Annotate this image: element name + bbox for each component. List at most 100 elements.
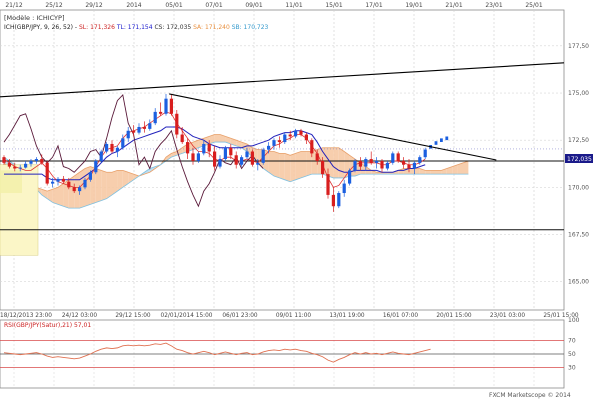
legend-entry: SB: 170,723 <box>232 24 269 31</box>
cloud-segment <box>446 166 453 175</box>
projection-mark <box>434 141 438 145</box>
candle-body <box>105 143 109 152</box>
candle-body <box>7 162 11 167</box>
cloud-segment <box>430 170 436 175</box>
legend-entry: ICH(GBP/JPY, 9, 26, 52) - <box>4 24 79 31</box>
candle-body <box>402 160 406 165</box>
bottom-tick-label: 13/01 19:00 <box>329 313 365 319</box>
candle-body <box>207 143 211 152</box>
projection-mark <box>445 136 449 141</box>
candle-body <box>304 134 308 141</box>
candle-body <box>137 126 141 133</box>
candle-body <box>391 153 395 163</box>
bottom-tick-label: 20/01 15:00 <box>436 313 472 319</box>
cloud-segment <box>225 136 231 144</box>
top-tick-label: 19/01 <box>405 2 422 9</box>
y-tick-label: 172,50 <box>568 137 589 144</box>
highlight-box <box>0 164 39 256</box>
top-tick-label: 05/01 <box>165 2 182 9</box>
cloud-segment <box>306 151 312 177</box>
y-tick-label: 170,00 <box>568 184 589 191</box>
trendline[interactable] <box>0 62 565 98</box>
cloud-segment <box>209 134 215 144</box>
top-tick-label: 29/12 <box>85 2 102 9</box>
top-tick-label: 11/01 <box>285 2 302 9</box>
candle-body <box>418 157 422 163</box>
legend-entry: SA: 171,240 <box>193 24 232 31</box>
candle-body <box>245 151 249 158</box>
cloud-segment <box>52 187 58 205</box>
cloud-segment <box>376 172 382 175</box>
current-price-tag <box>565 154 593 163</box>
candle-body <box>267 145 271 150</box>
candle-body <box>331 194 335 207</box>
candle-body <box>277 140 281 143</box>
candle-body <box>326 174 330 195</box>
cloud-segment <box>74 172 80 209</box>
bottom-tick-label: 06/01 23:00 <box>222 313 258 319</box>
cloud-segment <box>409 168 415 175</box>
y-tick-label: 165,00 <box>568 279 589 286</box>
candle-body <box>229 147 233 156</box>
candle-body <box>256 162 260 165</box>
cloud-segment <box>425 170 431 175</box>
y-tick-label: 167,50 <box>568 232 589 239</box>
top-tick-label: 21/01 <box>445 2 462 9</box>
candle-body <box>51 181 55 184</box>
candle-body <box>385 162 389 169</box>
legend-entry: CS: 172,035 <box>154 24 193 31</box>
candle-body <box>213 151 217 167</box>
rsi-series <box>0 340 564 368</box>
candle-body <box>196 153 200 161</box>
candle-body <box>234 155 238 165</box>
candle-body <box>310 140 314 154</box>
candle-body <box>299 130 303 135</box>
cloud-segment <box>279 153 285 180</box>
instrument-label: [Modèle : ICHICYP] <box>4 14 64 22</box>
y-tick-label: 177,50 <box>568 43 589 50</box>
cloud-segment <box>41 189 48 199</box>
candle-body <box>164 98 168 114</box>
candlestick-series <box>2 93 449 212</box>
candle-body <box>369 159 373 163</box>
cloud-segment <box>338 147 345 178</box>
candle-body <box>191 153 195 161</box>
bottom-tick-label: 02/01/2014 15:00 <box>161 313 213 319</box>
top-tick-label: 09/01 <box>245 2 262 9</box>
bottom-tick-label: 09/01 11:00 <box>276 313 312 319</box>
support-resistance-lines <box>0 148 564 231</box>
projection-mark <box>440 138 443 142</box>
bottom-tick-label: 29/12 15:00 <box>115 313 151 319</box>
candle-body <box>99 151 103 161</box>
top-tick-label: 2014 <box>126 2 141 9</box>
candle-body <box>375 160 379 163</box>
candle-body <box>45 162 49 184</box>
candle-body <box>169 98 173 114</box>
candle-body <box>412 162 416 169</box>
candle-body <box>186 142 190 154</box>
y-tick-label: 175,00 <box>568 90 589 97</box>
cloud-segment <box>436 170 442 175</box>
bottom-tick-label: 16/01 07:00 <box>383 313 419 319</box>
candle-body <box>321 160 325 175</box>
candle-body <box>315 153 319 161</box>
cloud-segment <box>295 151 301 180</box>
trendlines[interactable] <box>0 62 565 161</box>
cloud-segment <box>230 138 237 146</box>
rsi-tick-label: 70 <box>568 337 576 344</box>
top-tick-label: 15/01 <box>325 2 342 9</box>
top-tick-label: 23/01 <box>485 2 502 9</box>
footer-credit: FXCM Marketscope © 2014 <box>489 392 571 399</box>
candle-body <box>348 170 352 184</box>
top-tick-label: 07/01 <box>205 2 222 9</box>
candle-body <box>423 149 427 158</box>
rsi-tick-label: 30 <box>568 365 576 372</box>
candle-body <box>407 164 411 169</box>
candle-body <box>337 193 341 207</box>
legend-entry: TL: 171,154 <box>116 24 155 31</box>
trendline[interactable] <box>169 93 497 161</box>
candle-body <box>18 167 22 169</box>
cloud-segment <box>122 170 129 188</box>
rsi-title: RSI(GBP/JPY(Satur),21) 57,01 <box>4 322 91 329</box>
